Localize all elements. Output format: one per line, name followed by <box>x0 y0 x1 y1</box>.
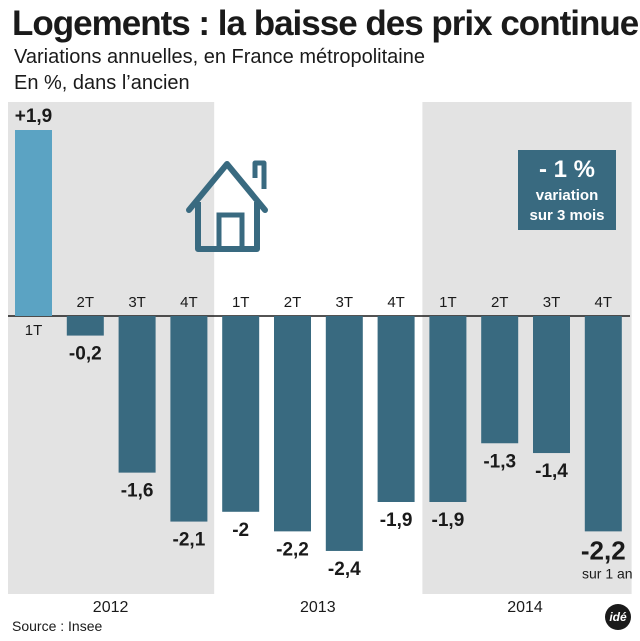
year-label: 2012 <box>93 599 129 616</box>
data-label: -2,2 <box>581 535 626 565</box>
bar <box>170 316 208 522</box>
bar <box>584 316 622 532</box>
data-label: -2,2 <box>276 539 309 560</box>
bar <box>274 316 311 532</box>
source-note: Source : Insee <box>12 618 103 634</box>
callout-line2: sur 3 mois <box>529 207 604 224</box>
quarter-label: 3T <box>336 294 354 311</box>
quarter-label: 4T <box>387 294 405 311</box>
quarter-label: 1T <box>25 322 43 339</box>
quarter-label: 2T <box>77 294 95 311</box>
quarter-label: 4T <box>595 294 613 311</box>
bar <box>15 130 52 316</box>
house-icon <box>186 160 268 252</box>
data-label: -1,4 <box>535 461 568 482</box>
data-label-note: sur 1 an <box>582 565 633 581</box>
bar <box>222 316 260 512</box>
chart-subtitle: Variations annuelles, en France métropol… <box>14 46 425 68</box>
data-label: -2 <box>232 520 249 541</box>
publisher-logo: idé <box>605 604 631 630</box>
chart-title: Logements : la baisse des prix continue <box>12 4 639 43</box>
year-label: 2014 <box>507 599 543 616</box>
bar <box>481 316 519 444</box>
year-label: 2013 <box>300 599 336 616</box>
callout-line1: variation <box>536 187 599 204</box>
bar <box>66 316 104 336</box>
quarter-label: 1T <box>232 294 250 311</box>
quarter-label: 2T <box>284 294 302 311</box>
data-label: -2,4 <box>328 559 361 580</box>
unit-note: En %, dans l’ancien <box>14 72 190 94</box>
bar <box>429 316 467 502</box>
bar <box>377 316 415 502</box>
data-label: -1,9 <box>432 510 465 531</box>
callout-value: - 1 % <box>539 156 595 183</box>
data-label: +1,9 <box>15 106 53 127</box>
quarter-label: 3T <box>128 294 146 311</box>
data-label: -1,3 <box>483 451 516 472</box>
bar <box>325 316 363 551</box>
quarter-label: 4T <box>180 294 198 311</box>
data-label: -1,6 <box>121 481 154 502</box>
data-label: -2,1 <box>173 530 206 551</box>
callout-box: - 1 % variation sur 3 mois <box>518 150 616 230</box>
data-label: -0,2 <box>69 344 102 365</box>
data-label: -1,9 <box>380 510 413 531</box>
quarter-label: 3T <box>543 294 561 311</box>
quarter-label: 1T <box>439 294 457 311</box>
bar <box>118 316 156 473</box>
quarter-label: 2T <box>491 294 509 311</box>
bar <box>533 316 570 454</box>
